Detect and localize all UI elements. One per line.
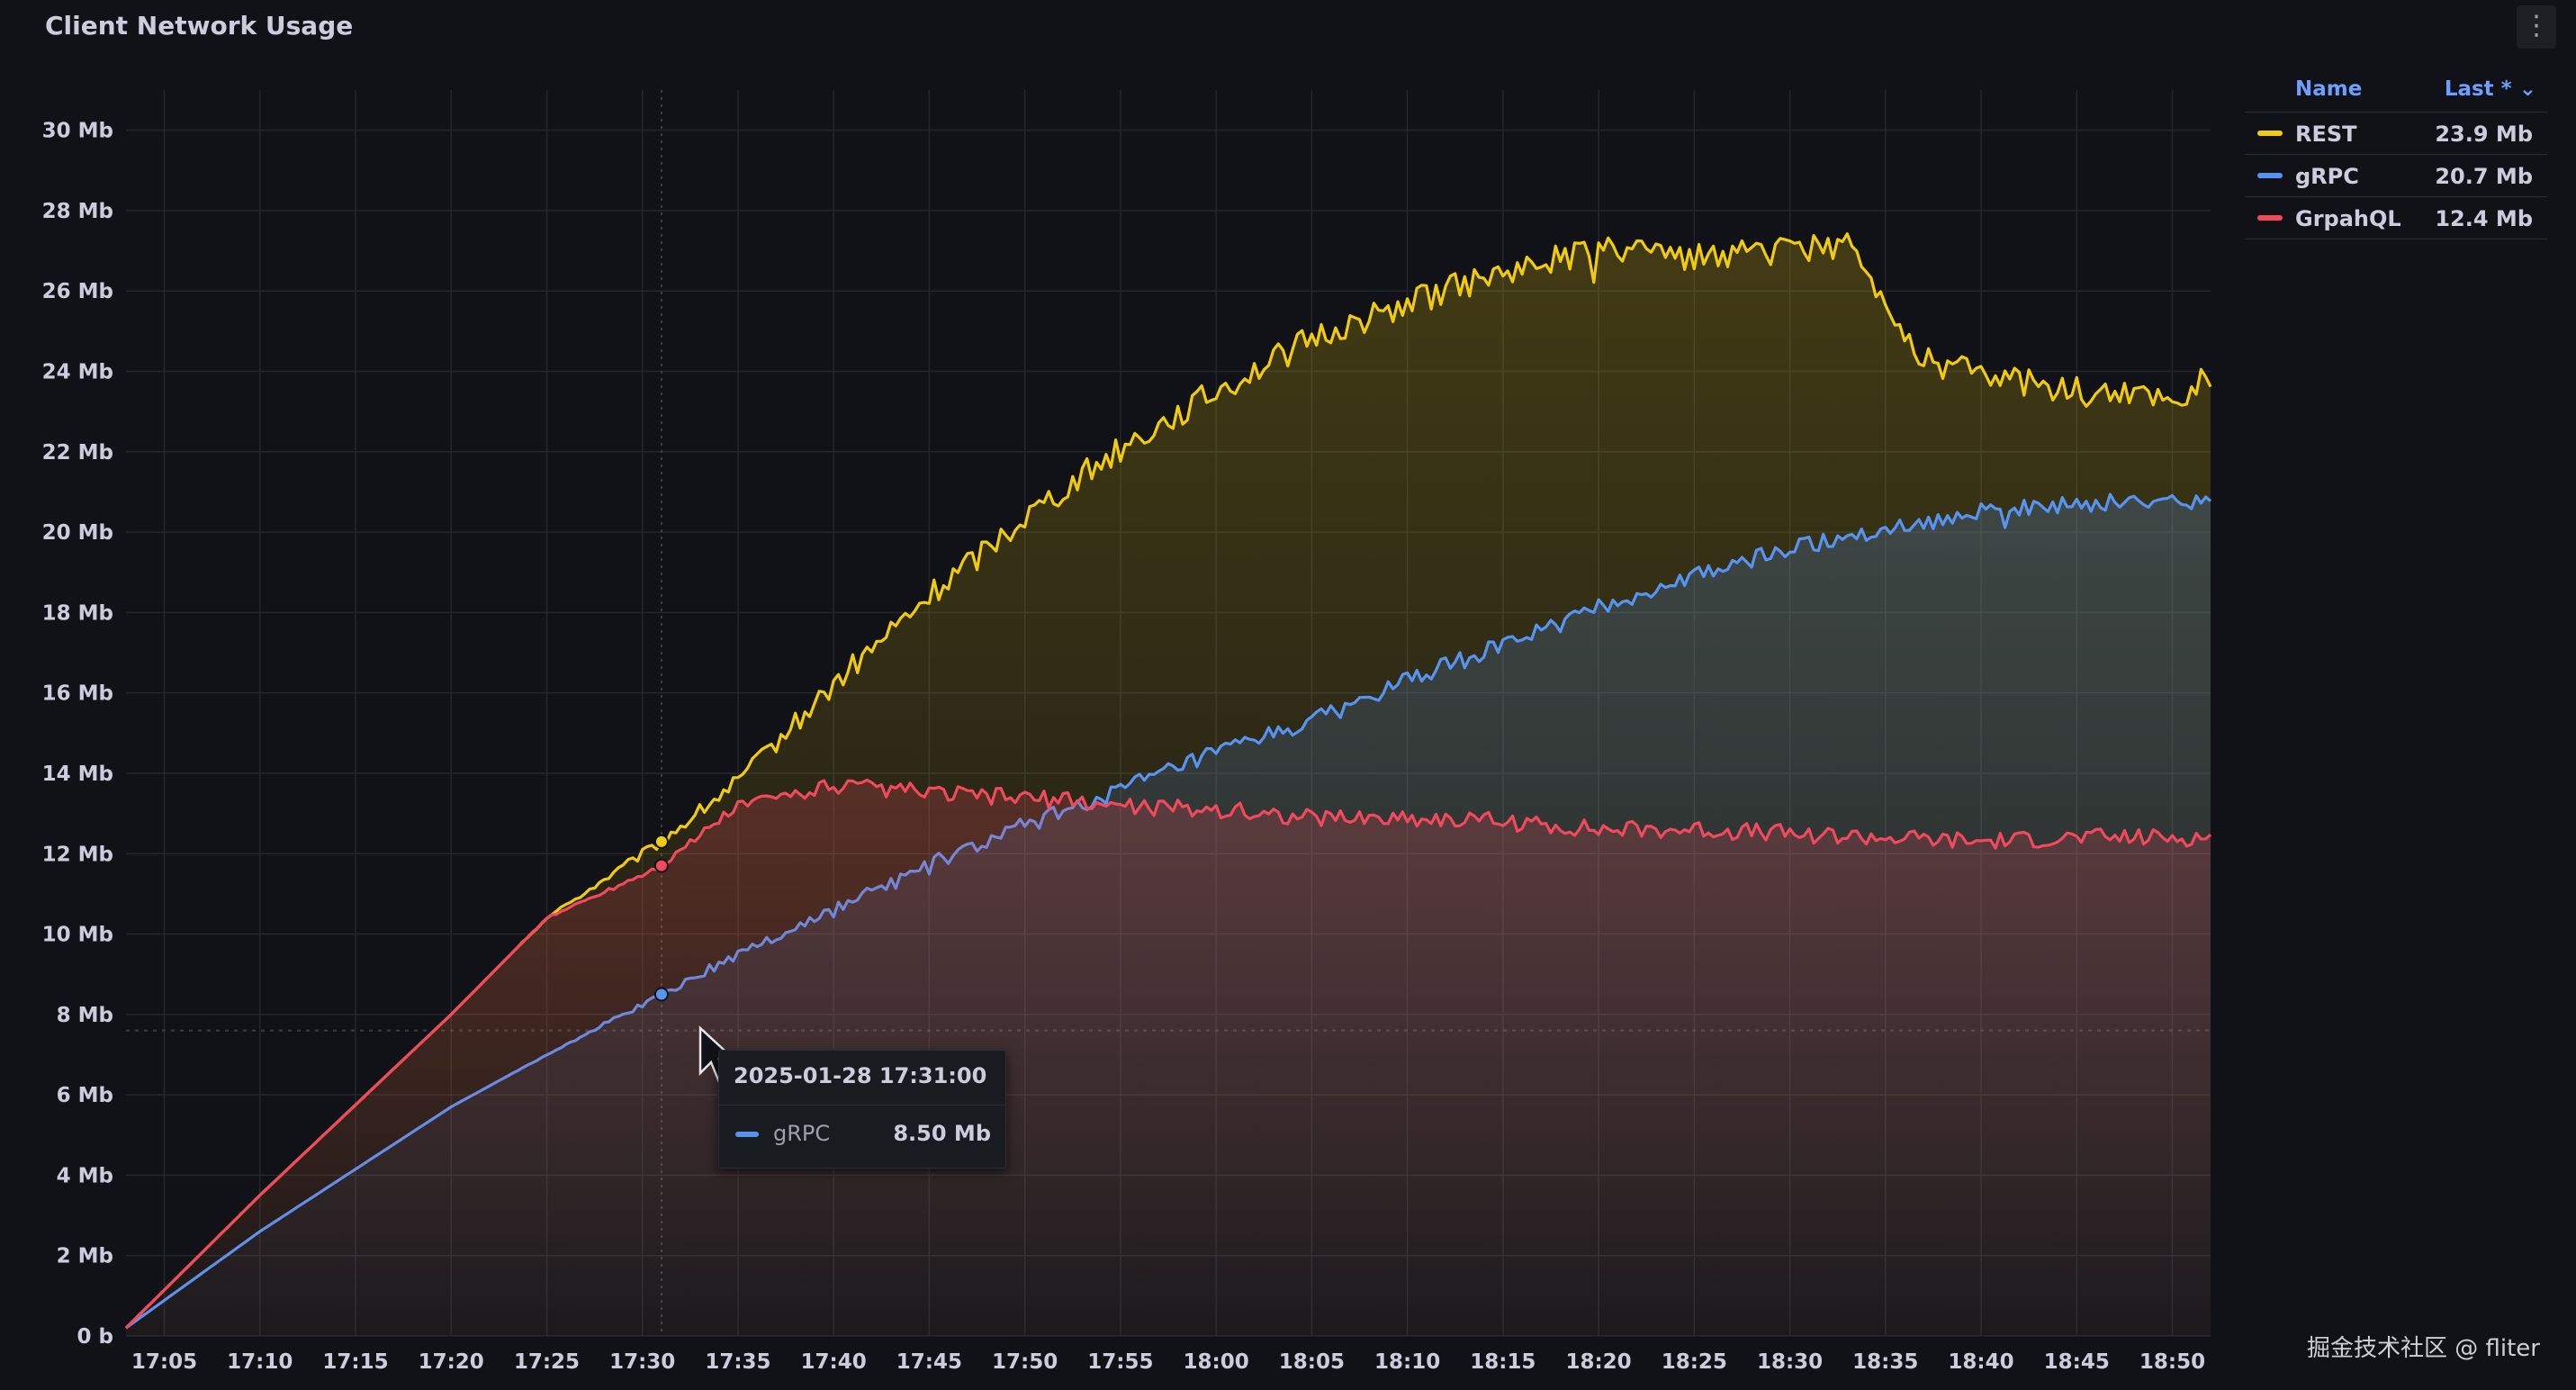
x-tick-label: 17:45 <box>896 1350 962 1374</box>
y-tick-label: 2 Mb <box>57 1245 113 1268</box>
chart-canvas[interactable]: 0 b 2 Mb 4 Mb 6 Mb 8 Mb 10 Mb 12 Mb 14 Mb 16 Mb 1… <box>14 0 2562 1390</box>
chart-panel: 0 b 2 Mb 4 Mb 6 Mb 8 Mb 10 Mb 12 Mb 14 Mb 16 Mb 1… <box>14 0 2562 1390</box>
legend-value-grpc: 20.7 Mb <box>2435 164 2533 189</box>
y-tick-label: 14 Mb <box>42 763 113 786</box>
x-tick-label: 18:50 <box>2139 1350 2205 1374</box>
tooltip-series-value: 8.50 Mb <box>893 1121 991 1146</box>
y-tick-label: 6 Mb <box>57 1084 113 1107</box>
x-tick-label: 18:40 <box>1948 1350 2013 1374</box>
x-tick-label: 17:55 <box>1087 1350 1153 1374</box>
legend-header: Name Last * ⌄ <box>2245 70 2547 112</box>
y-tick-label: 18 Mb <box>42 601 113 625</box>
legend-table: Name Last * ⌄ REST 23.9 Mb gRPC 20.7 Mb … <box>2245 70 2547 239</box>
watermark-text: 掘金技术社区 @ fliter <box>2306 1335 2540 1362</box>
x-tick-label: 18:00 <box>1184 1350 1249 1374</box>
legend-value-graphql: 12.4 Mb <box>2435 206 2533 231</box>
y-tick-label: 10 Mb <box>42 924 113 947</box>
series-area-grpahql <box>126 780 2211 1336</box>
legend-swatch-grpc <box>2257 173 2283 178</box>
hover-point-grpc <box>653 987 669 1002</box>
tooltip-divider <box>719 1105 1005 1106</box>
x-tick-label: 17:25 <box>514 1350 580 1374</box>
y-tick-label: 28 Mb <box>42 200 113 223</box>
x-tick-label: 17:15 <box>322 1350 388 1374</box>
kebab-menu-icon[interactable]: ⋮ <box>2517 5 2556 49</box>
y-tick-label: 22 Mb <box>42 441 113 465</box>
tooltip-time: 2025-01-28 17:31:00 <box>734 1063 987 1088</box>
legend-name-graphql: GrpahQL <box>2295 206 2401 231</box>
series-line-grpahql[interactable] <box>124 778 2212 1330</box>
y-tick-label: 8 Mb <box>57 1004 113 1027</box>
x-tick-label: 18:35 <box>1852 1350 1918 1374</box>
legend-swatch-rest <box>2257 131 2283 136</box>
y-tick-label: 30 Mb <box>42 120 113 143</box>
x-tick-label: 18:20 <box>1565 1350 1631 1374</box>
legend-value-rest: 23.9 Mb <box>2435 122 2533 147</box>
y-tick-label: 16 Mb <box>42 682 113 706</box>
x-tick-label: 17:40 <box>801 1350 867 1374</box>
y-tick-label: 20 Mb <box>42 521 113 545</box>
legend-name-rest: REST <box>2295 122 2357 147</box>
legend-header-name[interactable]: Name <box>2295 77 2363 101</box>
y-tick-label: 12 Mb <box>42 843 113 866</box>
legend-row-rest[interactable]: REST 23.9 Mb <box>2245 112 2547 154</box>
x-tick-label: 18:45 <box>2044 1350 2110 1374</box>
legend-swatch-graphql <box>2257 215 2283 221</box>
x-tick-label: 18:30 <box>1757 1350 1823 1374</box>
x-tick-label: 17:30 <box>609 1350 675 1374</box>
hover-tooltip: 2025-01-28 17:31:00 gRPC 8.50 Mb <box>718 1050 1006 1169</box>
x-tick-label: 17:05 <box>131 1350 197 1374</box>
x-tick-label: 18:05 <box>1279 1350 1345 1374</box>
x-tick-label: 17:20 <box>419 1350 484 1374</box>
legend-name-grpc: gRPC <box>2295 164 2359 189</box>
x-tick-label: 18:10 <box>1374 1350 1440 1374</box>
y-tick-label: 26 Mb <box>42 280 113 303</box>
legend-header-last-sort[interactable]: Last * ⌄ <box>2444 77 2536 101</box>
hover-point-grpahql <box>653 858 669 873</box>
tooltip-series-name: gRPC <box>773 1121 831 1146</box>
y-tick-label: 4 Mb <box>57 1164 113 1187</box>
panel-title: Client Network Usage <box>45 11 354 41</box>
x-tick-label: 17:50 <box>992 1350 1058 1374</box>
y-tick-label: 24 Mb <box>42 361 113 384</box>
x-tick-label: 17:35 <box>705 1350 770 1374</box>
legend-row-graphql[interactable]: GrpahQL 12.4 Mb <box>2245 196 2547 239</box>
y-tick-label: 0 b <box>77 1325 113 1349</box>
tooltip-swatch <box>735 1132 759 1137</box>
x-tick-label: 18:15 <box>1470 1350 1536 1374</box>
hover-point-rest <box>653 834 669 849</box>
x-tick-label: 17:10 <box>227 1350 293 1374</box>
legend-row-grpc[interactable]: gRPC 20.7 Mb <box>2245 154 2547 196</box>
x-tick-label: 18:25 <box>1662 1350 1727 1374</box>
